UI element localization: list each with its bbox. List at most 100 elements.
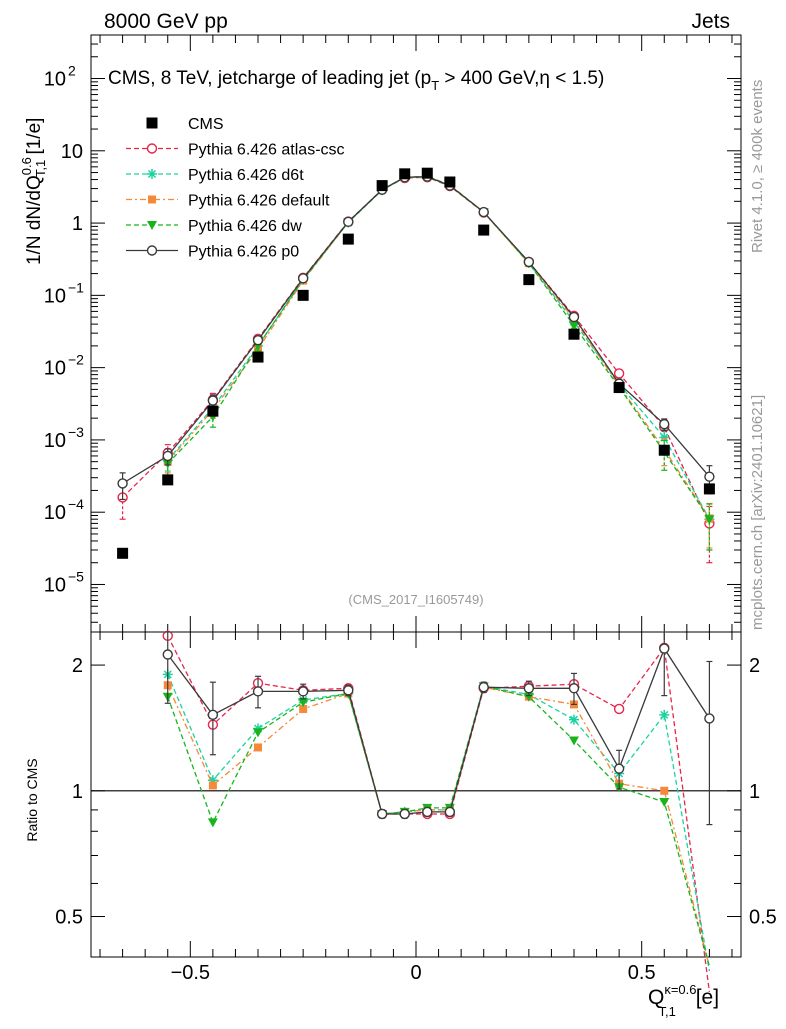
main-ytick-exp: −4 bbox=[68, 496, 84, 512]
series-p0 bbox=[117, 171, 715, 501]
series-line-p0 bbox=[167, 647, 710, 815]
main-ytick-label: 10 bbox=[44, 285, 66, 307]
main-ytick-label: 10 bbox=[44, 69, 66, 91]
ratio-xlabel-a: Q bbox=[648, 986, 664, 1009]
cms-data-marker bbox=[146, 117, 158, 129]
open-circle-marker bbox=[252, 686, 264, 697]
main-ytick-label: 10 bbox=[61, 141, 83, 163]
open-circle-marker bbox=[704, 713, 715, 724]
cms-data-marker bbox=[703, 483, 715, 495]
open-circle-marker bbox=[117, 478, 128, 489]
main-ytick-label: 10 bbox=[44, 574, 66, 596]
legend-entry-p0: Pythia 6.426 p0 bbox=[126, 244, 299, 261]
cms-data-marker bbox=[399, 168, 411, 180]
main-title-a: CMS, 8 TeV, jetcharge of leading jet (p bbox=[108, 68, 431, 89]
square-marker bbox=[208, 781, 217, 790]
open-circle-marker bbox=[207, 709, 219, 721]
open-circle-marker bbox=[399, 808, 410, 820]
open-circle-marker bbox=[146, 245, 158, 256]
star-marker bbox=[659, 432, 670, 443]
star-marker bbox=[147, 169, 157, 179]
triangle-marker bbox=[253, 728, 264, 738]
series-line-p0 bbox=[122, 175, 710, 484]
main-ytick-label: 1 bbox=[72, 213, 83, 235]
star-marker bbox=[659, 709, 670, 720]
cms-data-marker bbox=[252, 351, 264, 363]
open-circle-marker bbox=[422, 806, 433, 818]
series-line-dw bbox=[167, 685, 711, 967]
ratio-ytick-label: 2 bbox=[72, 655, 83, 677]
cms-data-marker bbox=[568, 328, 580, 340]
ratio-ytick-label-right: 1 bbox=[749, 781, 760, 803]
legend: CMS Pythia 6.426 atlas-csc Pythia 6.426 d6… bbox=[126, 116, 345, 261]
legend-label: Pythia 6.426 d6t bbox=[188, 167, 304, 184]
series-line-atlas_csc bbox=[122, 176, 710, 524]
open-circle-marker bbox=[343, 216, 354, 228]
open-circle-marker bbox=[523, 683, 535, 694]
header-energy: 8000 GeV pp bbox=[104, 10, 228, 33]
rivet-info: Rivet 4.1.0, ≥ 400k events bbox=[749, 80, 766, 253]
main-ylabel-sup: 0.6 bbox=[19, 157, 34, 175]
triangle-marker bbox=[568, 736, 579, 746]
open-circle-marker bbox=[343, 685, 354, 696]
open-circle-marker bbox=[704, 471, 715, 482]
main-title-sub: T bbox=[431, 78, 439, 93]
legend-entry-default: Pythia 6.426 default bbox=[126, 193, 330, 210]
open-circle-marker bbox=[568, 683, 580, 694]
series-d6t bbox=[162, 669, 711, 972]
cms-data-marker bbox=[421, 167, 433, 179]
cms-data-marker bbox=[162, 474, 174, 486]
cms-data-marker bbox=[478, 224, 490, 236]
ratio-plot-frame bbox=[90, 631, 742, 958]
legend-label: CMS bbox=[188, 116, 224, 133]
header-process: Jets bbox=[691, 10, 730, 33]
legend-label: Pythia 6.426 atlas-csc bbox=[188, 142, 345, 159]
main-ytick-exp: −2 bbox=[68, 352, 84, 368]
open-circle-marker bbox=[659, 418, 670, 430]
open-circle-marker bbox=[162, 450, 173, 462]
cms-data-marker bbox=[207, 405, 219, 417]
main-series bbox=[117, 167, 715, 564]
main-ytick-label: 10 bbox=[44, 430, 66, 452]
legend-entry-dw: Pythia 6.426 dw bbox=[126, 218, 302, 235]
ratio-ytick-label-right: 0.5 bbox=[749, 907, 777, 929]
main-ytick-exp: −1 bbox=[68, 279, 84, 295]
square-marker bbox=[299, 704, 308, 713]
series-dw bbox=[162, 682, 711, 967]
main-ytick-exp: −3 bbox=[68, 424, 84, 440]
ratio-xtick-label: 0 bbox=[410, 962, 421, 984]
triangle-marker bbox=[659, 798, 670, 808]
square-marker bbox=[148, 195, 156, 204]
square-marker bbox=[254, 743, 263, 752]
star-marker bbox=[207, 775, 218, 786]
open-circle-marker bbox=[146, 143, 158, 154]
open-circle-marker bbox=[444, 806, 456, 818]
open-circle-marker bbox=[376, 808, 388, 820]
ratio-xlabel-sup: κ=0.6 bbox=[664, 982, 696, 997]
cms-data-marker bbox=[117, 547, 129, 559]
ratio-xlabel-b: [e] bbox=[690, 986, 719, 1009]
triangle-marker bbox=[568, 321, 579, 331]
main-title: CMS, 8 TeV, jetcharge of leading jet (pT… bbox=[108, 68, 604, 93]
series-line-default bbox=[167, 684, 711, 967]
ratio-series bbox=[162, 630, 715, 992]
main-ylabel-sub: T,1 bbox=[33, 160, 48, 177]
open-circle-marker bbox=[162, 649, 173, 660]
open-circle-marker bbox=[478, 682, 489, 693]
ratio-ytick-label: 1 bbox=[72, 781, 83, 803]
open-circle-marker bbox=[297, 686, 309, 697]
analysis-watermark: (CMS_2017_I1605749) bbox=[348, 592, 483, 607]
cms-data-marker bbox=[613, 382, 625, 394]
cms-data-marker bbox=[297, 289, 309, 301]
open-circle-marker bbox=[478, 206, 489, 218]
ratio-ytick-label-right: 2 bbox=[749, 655, 760, 677]
triangle-marker bbox=[298, 698, 309, 708]
main-ylabel-a: 1/N dN/dQ bbox=[24, 175, 45, 265]
open-circle-marker bbox=[568, 311, 580, 323]
open-circle-marker bbox=[659, 643, 670, 654]
series-line-atlas_csc bbox=[167, 635, 711, 992]
square-marker bbox=[660, 786, 669, 795]
